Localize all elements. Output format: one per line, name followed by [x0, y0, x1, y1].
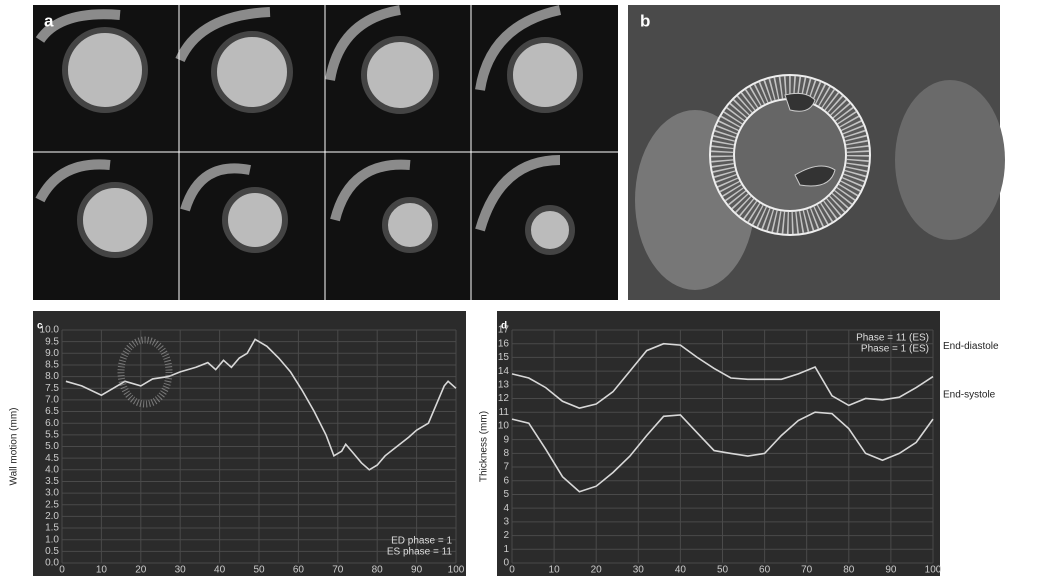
- y-tick-label: 3: [503, 517, 509, 528]
- y-tick-label: 9.0: [45, 348, 59, 359]
- x-tick-label: 90: [411, 565, 423, 576]
- y-tick-label: 2.5: [45, 499, 59, 510]
- y-tick-label: 8.5: [45, 360, 59, 371]
- y-tick-label: 12: [498, 393, 510, 404]
- x-tick-label: 40: [675, 565, 687, 576]
- annotation: Phase = 1 (ES): [861, 344, 929, 355]
- annotation: Phase = 11 (ES): [856, 333, 929, 344]
- y-tick-label: 3.0: [45, 488, 59, 499]
- x-tick-label: 100: [925, 565, 942, 576]
- y-tick-label: 1.5: [45, 523, 59, 534]
- x-tick-label: 20: [591, 565, 603, 576]
- y-tick-label: 8.0: [45, 371, 59, 382]
- y-tick-label: 5.0: [45, 441, 59, 452]
- y-tick-label: 9.5: [45, 336, 59, 347]
- y-tick-label: 11: [499, 407, 510, 418]
- data-line: [65, 338, 457, 471]
- x-tick-label: 0: [509, 565, 515, 576]
- y-tick-label: 7: [503, 462, 509, 473]
- y-tick-label: 4.5: [45, 453, 59, 464]
- y-tick-label: 8: [503, 448, 509, 459]
- x-tick-label: 70: [332, 565, 344, 576]
- x-tick-label: 10: [96, 565, 108, 576]
- x-tick-label: 90: [885, 565, 897, 576]
- x-tick-label: 30: [633, 565, 645, 576]
- x-tick-label: 80: [372, 565, 384, 576]
- y-tick-label: 7.0: [45, 395, 59, 406]
- x-tick-label: 80: [843, 565, 855, 576]
- y-tick-label: 4: [503, 503, 509, 514]
- y-tick-label: 0.5: [45, 546, 59, 557]
- x-tick-label: 30: [175, 565, 187, 576]
- panel-label: d: [501, 321, 507, 332]
- panel-label: c: [37, 321, 43, 332]
- legend-label: End-diastole: [943, 341, 999, 352]
- x-tick-label: 60: [293, 565, 305, 576]
- x-tick-label: 20: [135, 565, 147, 576]
- data-line: [511, 411, 934, 493]
- y-tick-label: 1: [503, 544, 509, 555]
- x-tick-label: 70: [801, 565, 813, 576]
- panel-label: b: [640, 11, 650, 30]
- y-tick-label: 1.0: [45, 534, 59, 545]
- y-tick-label: 15: [498, 352, 510, 363]
- y-tick-label: 3.5: [45, 476, 59, 487]
- panel-a-image: [33, 5, 618, 300]
- y-tick-label: 6.5: [45, 406, 59, 417]
- y-tick-label: 6.0: [45, 418, 59, 429]
- x-tick-label: 50: [253, 565, 265, 576]
- y-tick-label: 7.5: [45, 383, 59, 394]
- y-tick-label: 2: [503, 530, 509, 541]
- y-tick-label: 17: [498, 325, 510, 336]
- y-tick-label: 6: [503, 475, 509, 486]
- icon: [117, 336, 173, 408]
- x-tick-label: 0: [59, 565, 65, 576]
- legend-label: End-systole: [943, 390, 996, 401]
- x-tick-label: 10: [549, 565, 561, 576]
- y-tick-label: 10: [498, 421, 510, 432]
- annotation: ES phase = 11: [387, 547, 453, 558]
- data-line: [511, 342, 934, 409]
- y-axis-label: Thickness (mm): [479, 411, 490, 482]
- y-tick-label: 9: [503, 434, 509, 445]
- plot-background: [33, 311, 466, 576]
- y-tick-label: 4.0: [45, 464, 59, 475]
- y-tick-label: 5: [503, 489, 509, 500]
- y-axis-label: Wall motion (mm): [9, 408, 20, 486]
- x-tick-label: 40: [214, 565, 226, 576]
- y-tick-label: 5.5: [45, 429, 59, 440]
- panel-label: a: [44, 11, 54, 30]
- x-tick-label: 100: [448, 565, 465, 576]
- y-tick-label: 0: [503, 558, 509, 569]
- y-tick-label: 14: [498, 366, 510, 377]
- x-tick-label: 60: [759, 565, 771, 576]
- panel-b-image: [628, 5, 1005, 300]
- y-tick-label: 0.0: [45, 558, 59, 569]
- y-tick-label: 13: [498, 379, 510, 390]
- annotation: ED phase = 1: [391, 536, 452, 547]
- y-tick-label: 2.0: [45, 511, 59, 522]
- plot-background: [497, 311, 940, 576]
- x-tick-label: 50: [717, 565, 729, 576]
- y-tick-label: 10.0: [40, 325, 60, 336]
- y-tick-label: 16: [498, 338, 510, 349]
